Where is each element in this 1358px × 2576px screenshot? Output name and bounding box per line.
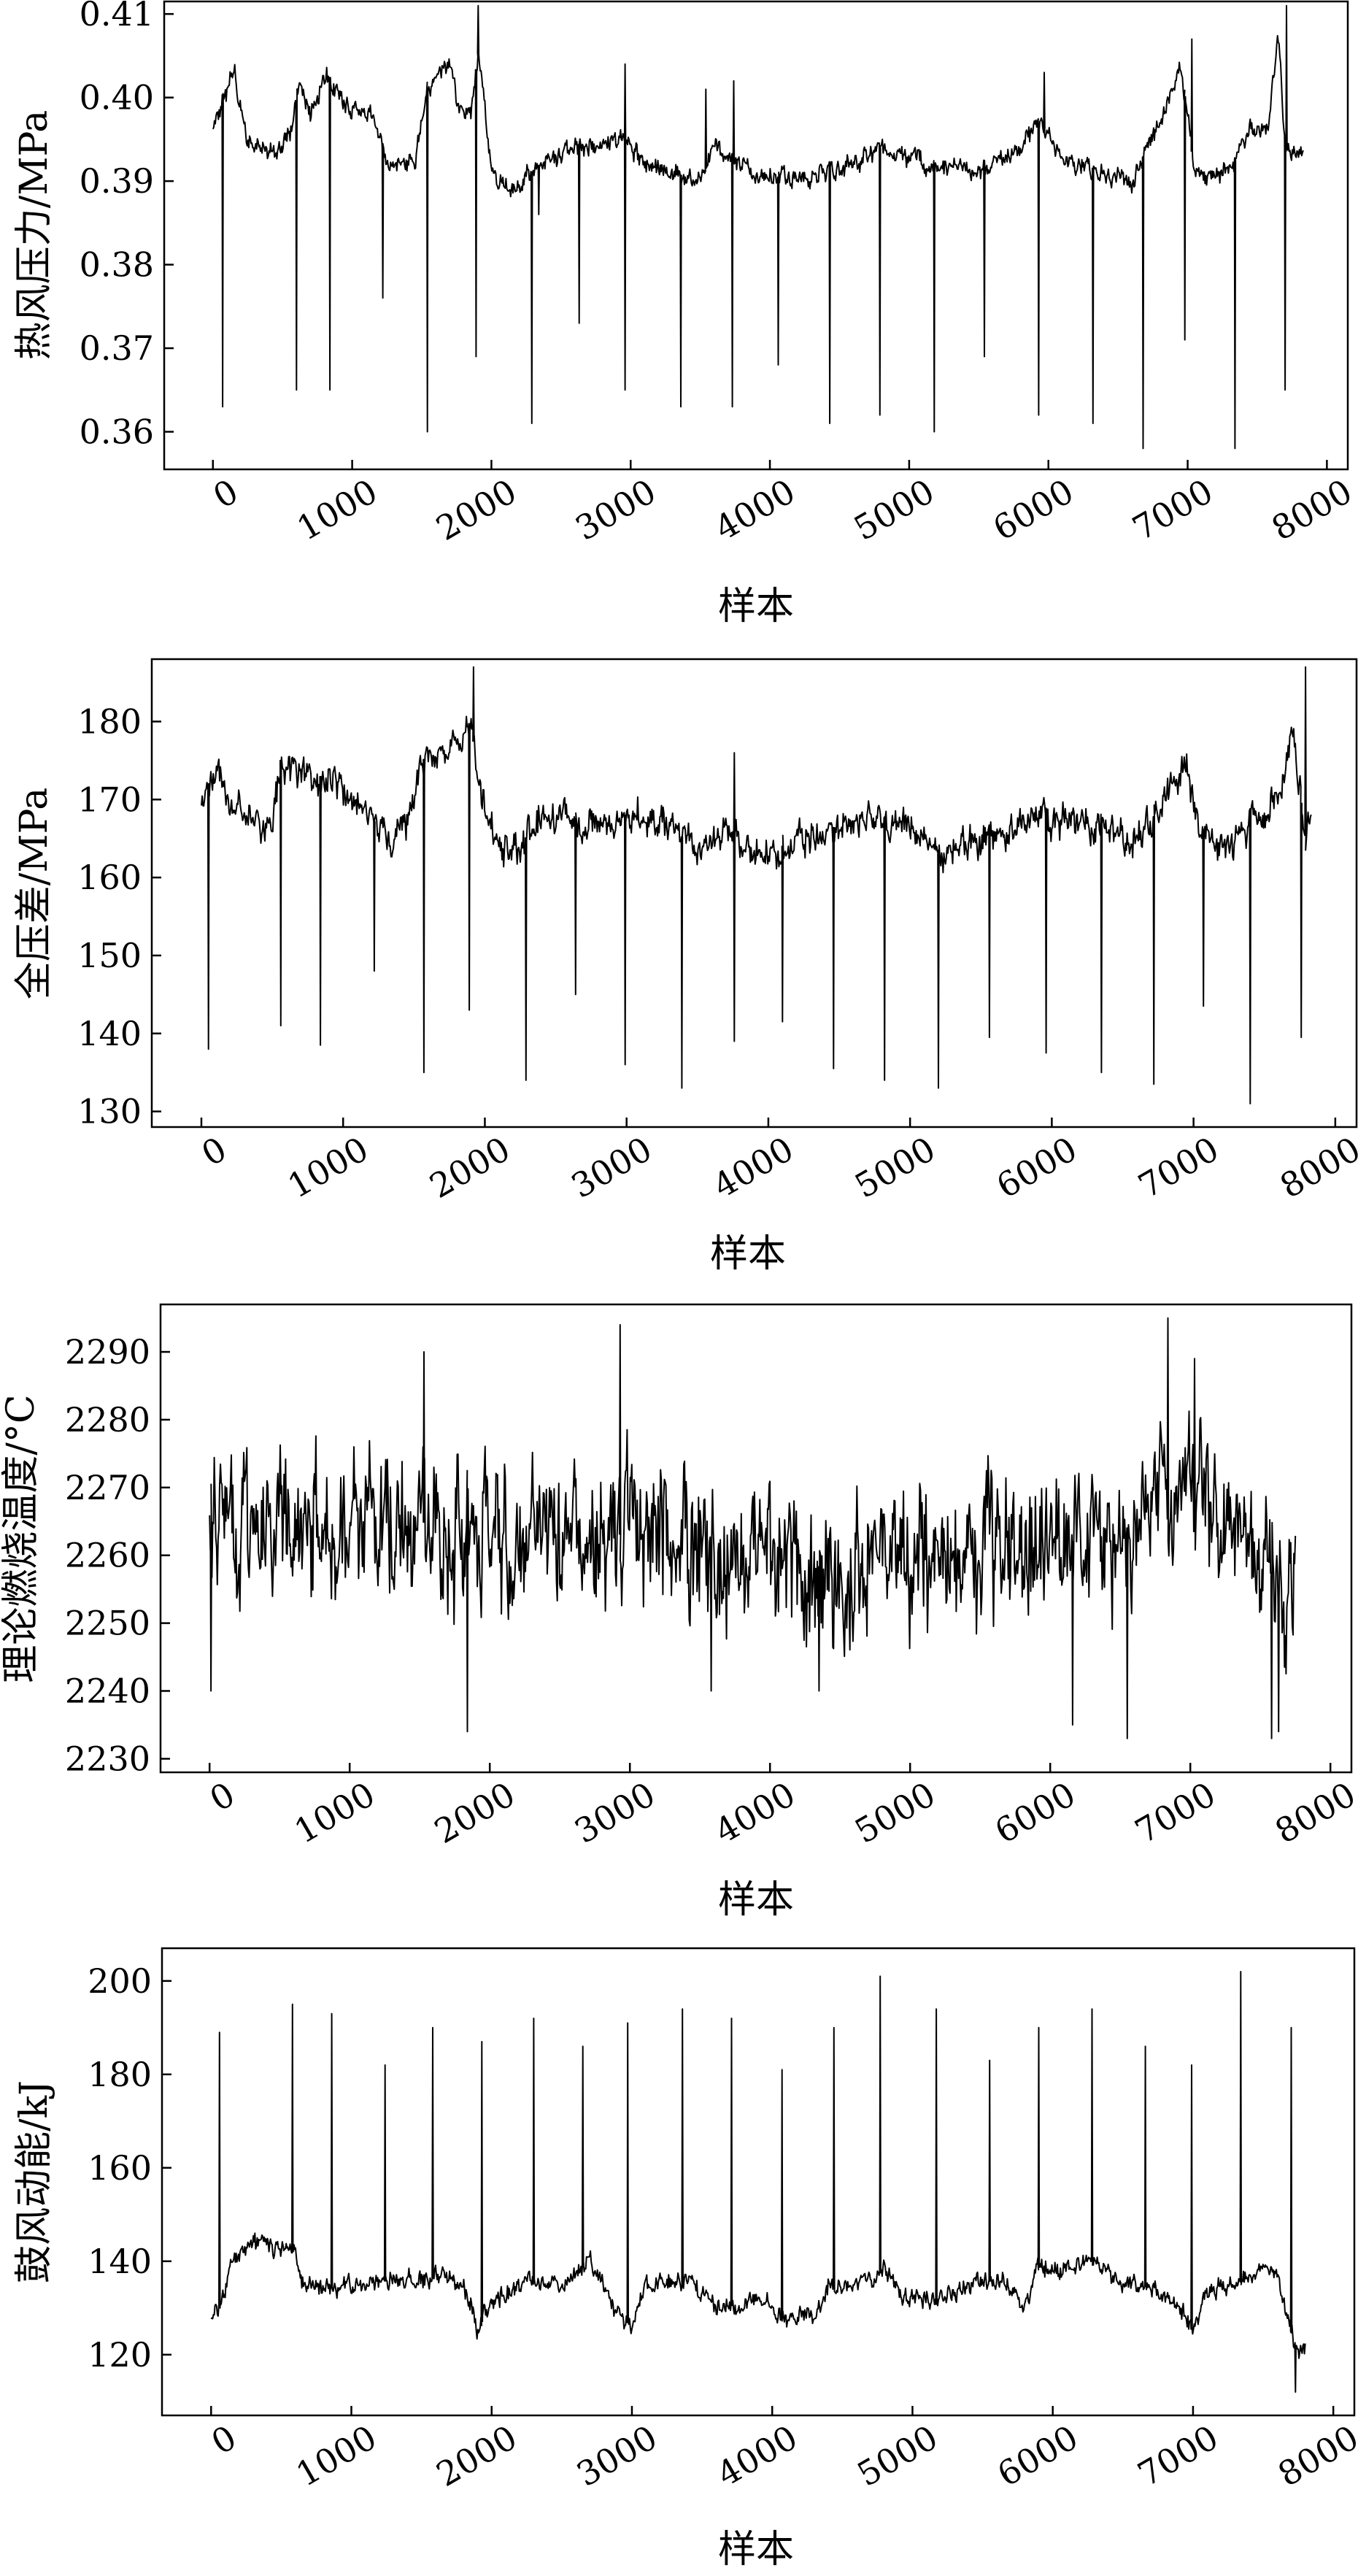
y-tick-label: 2250: [65, 1604, 150, 1643]
x-ticks: 0 1000 2000 3000 4000 5000 6000 7000 8000: [204, 2406, 1358, 2494]
x-tick-label: 8000: [1271, 2418, 1358, 2494]
x-tick-label: 3000: [568, 472, 662, 548]
x-tick-label: 8000: [1268, 1775, 1358, 1851]
plot-lines: [212, 4, 1304, 450]
y-ticks: 2230 2240 2250 2260 2270 2280 2290: [65, 1332, 170, 1778]
y-tick-label: 180: [77, 701, 142, 741]
chart-panel-3: 0 1000 2000 3000 4000 5000 6000 7000 8000 223022…: [0, 1303, 1358, 1922]
y-tick-label: 0.41: [80, 0, 154, 34]
y-tick-label: 2290: [65, 1332, 150, 1372]
x-tick-label: 1000: [281, 1129, 374, 1206]
plot-lines: [209, 1317, 1297, 1739]
x-tick-label: 3000: [570, 2418, 663, 2494]
chart-panel-2: 0 1000 2000 3000 4000 5000 6000 7000 8000 130 140…: [12, 658, 1358, 1276]
x-tick-label: 5000: [847, 472, 941, 548]
y-tick-label: 2270: [65, 1468, 150, 1507]
y-tick-label: 140: [88, 2242, 152, 2281]
plot-frame: [163, 0, 1349, 471]
x-tick-label: 5000: [851, 2418, 944, 2494]
y-tick-label: 170: [77, 780, 142, 819]
x-tick-label: 2000: [423, 1129, 517, 1206]
x-tick-label: 7000: [1132, 1129, 1225, 1206]
plot-frame: [161, 1947, 1356, 2417]
x-tick-label: 6000: [990, 1129, 1084, 1206]
x-tick-label: 7000: [1126, 472, 1219, 548]
y-tick-label: 2260: [65, 1536, 150, 1575]
chart-panel-4: 0 1000 2000 3000 4000 5000 6000 7000 8000 120 140…: [12, 1947, 1358, 2572]
x-axis-label: 样本: [710, 1232, 786, 1276]
y-tick-label: 0.36: [80, 412, 154, 451]
series-line: [210, 1971, 1306, 2393]
x-tick-label: 4000: [708, 472, 801, 548]
x-tick-label: 8000: [1273, 1129, 1358, 1206]
x-tick-label: 8000: [1265, 472, 1358, 548]
y-tick-label: 160: [88, 2148, 152, 2188]
series-line: [209, 1317, 1297, 1739]
x-ticks: 0 1000 2000 3000 4000 5000 6000 7000 8000: [207, 460, 1358, 548]
y-ticks: 0.36 0.37 0.38 0.39 0.40 0.41: [80, 0, 174, 451]
x-tick-label: 3000: [565, 1129, 658, 1206]
x-tick-label: 3000: [568, 1775, 661, 1851]
x-tick-label: 6000: [987, 472, 1080, 548]
y-tick-label: 120: [88, 2335, 152, 2375]
x-tick-label: 0: [195, 1129, 233, 1174]
x-ticks: 0 1000 2000 3000 4000 5000 6000 7000 8000: [195, 1118, 1358, 1206]
y-tick-label: 150: [77, 936, 142, 975]
x-axis-label: 样本: [718, 2528, 794, 2572]
y-axis-label: 热风压力/MPa: [12, 110, 56, 360]
y-tick-label: 2230: [65, 1739, 150, 1778]
x-tick-label: 6000: [988, 1775, 1081, 1851]
y-tick-label: 0.39: [80, 161, 154, 201]
y-tick-label: 2280: [65, 1400, 150, 1439]
x-tick-label: 7000: [1131, 2418, 1224, 2494]
y-tick-label: 140: [77, 1014, 142, 1053]
y-tick-label: 2240: [65, 1672, 150, 1711]
y-tick-label: 0.37: [80, 328, 154, 368]
series-line: [212, 4, 1304, 450]
x-tick-label: 4000: [710, 2418, 803, 2494]
y-axis-label: 鼓风动能/kJ: [12, 2080, 56, 2283]
x-tick-label: 0: [204, 2418, 242, 2462]
x-tick-label: 0: [203, 1775, 241, 1819]
plot-lines: [210, 1971, 1306, 2393]
x-ticks: 0 1000 2000 3000 4000 5000 6000 7000 8000: [203, 1763, 1358, 1851]
chart-panel-1: 0 1000 2000 3000 4000 5000 6000 7000 8000 0.360.…: [12, 0, 1358, 628]
y-tick-label: 160: [77, 858, 142, 897]
x-axis-label: 样本: [718, 585, 794, 628]
y-ticks: 120 140 160 180 200: [88, 1961, 171, 2375]
x-tick-label: 2000: [430, 2418, 523, 2494]
y-axis-label: 理论燃烧温度/°C: [0, 1394, 43, 1683]
x-axis-label: 样本: [718, 1878, 794, 1922]
x-tick-label: 4000: [708, 1775, 801, 1851]
y-tick-label: 0.38: [80, 245, 154, 285]
x-tick-label: 2000: [430, 472, 523, 548]
plot-lines: [201, 666, 1312, 1104]
x-tick-label: 0: [207, 472, 244, 516]
x-tick-label: 1000: [290, 2418, 383, 2494]
x-tick-label: 5000: [848, 1775, 941, 1851]
y-ticks: 130 140 150 160 170 180: [77, 701, 161, 1131]
y-axis-label: 全压差/MPa: [12, 788, 56, 999]
plot-frame: [150, 658, 1358, 1129]
x-tick-label: 1000: [290, 472, 384, 548]
plot-frame: [159, 1303, 1353, 1774]
y-tick-label: 180: [88, 2055, 152, 2094]
x-tick-label: 4000: [706, 1129, 800, 1206]
series-line: [201, 666, 1312, 1104]
x-tick-label: 7000: [1128, 1775, 1222, 1851]
y-tick-label: 130: [77, 1092, 142, 1131]
x-tick-label: 1000: [288, 1775, 381, 1851]
x-tick-label: 6000: [991, 2418, 1084, 2494]
y-tick-label: 0.40: [80, 78, 154, 118]
y-tick-label: 200: [88, 1961, 152, 2001]
x-tick-label: 5000: [848, 1129, 941, 1206]
x-tick-label: 2000: [428, 1775, 521, 1851]
